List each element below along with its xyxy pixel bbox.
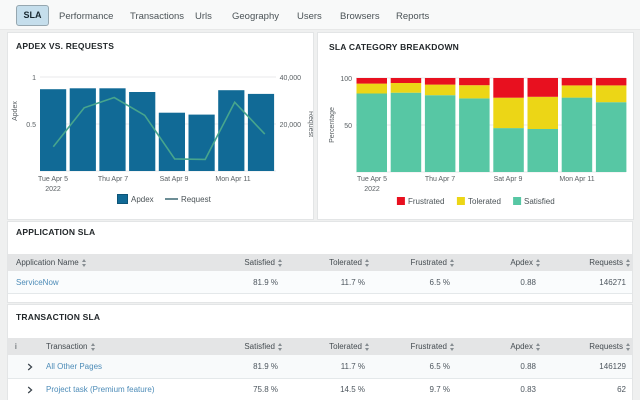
- svg-text:2022: 2022: [45, 186, 61, 193]
- svg-text:40,000: 40,000: [280, 75, 302, 82]
- svg-text:Tue Apr 5: Tue Apr 5: [38, 176, 68, 183]
- svg-text:Sat Apr 9: Sat Apr 9: [494, 176, 523, 183]
- svg-text:0.5: 0.5: [26, 122, 36, 129]
- svg-text:Sat Apr 9: Sat Apr 9: [160, 176, 189, 183]
- svg-text:Mon Apr 11: Mon Apr 11: [215, 176, 250, 183]
- svg-text:Request: Request: [307, 111, 313, 137]
- svg-text:Percentage: Percentage: [329, 107, 336, 143]
- svg-text:20,000: 20,000: [280, 122, 302, 129]
- svg-text:2022: 2022: [364, 186, 380, 193]
- svg-text:Thu Apr 7: Thu Apr 7: [98, 176, 128, 183]
- svg-text:Mon Apr 11: Mon Apr 11: [559, 176, 594, 183]
- svg-text:Apdex: Apdex: [12, 101, 19, 121]
- svg-text:Request: Request: [181, 195, 212, 204]
- svg-text:1: 1: [32, 75, 36, 82]
- svg-text:Thu Apr 7: Thu Apr 7: [425, 176, 455, 183]
- svg-text:Apdex: Apdex: [131, 195, 154, 204]
- svg-text:Satisfied: Satisfied: [524, 197, 555, 206]
- svg-text:100: 100: [340, 76, 352, 83]
- svg-text:50: 50: [344, 123, 352, 130]
- svg-text:Tolerated: Tolerated: [468, 197, 501, 206]
- svg-text:Frustrated: Frustrated: [408, 197, 444, 206]
- svg-text:Tue Apr 5: Tue Apr 5: [357, 176, 387, 183]
